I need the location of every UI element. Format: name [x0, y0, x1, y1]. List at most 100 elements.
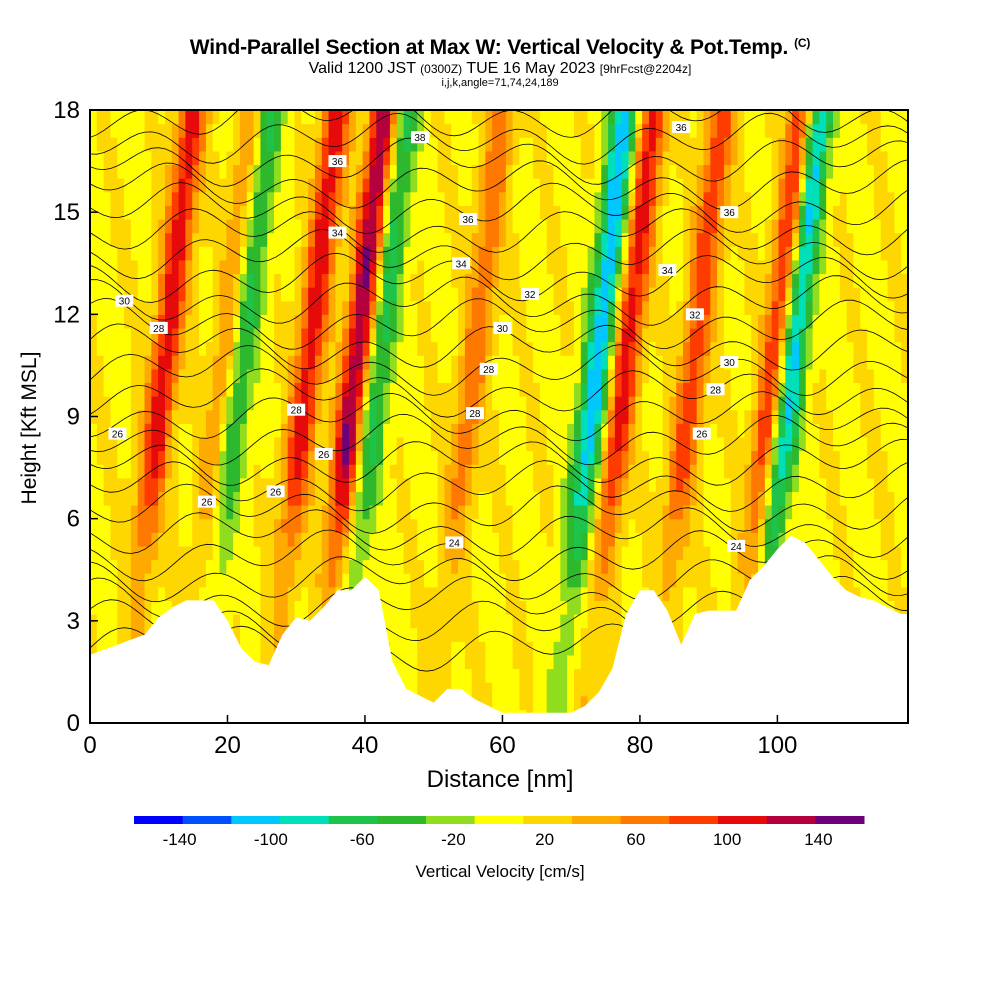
velocity-cell: [703, 110, 711, 125]
velocity-cell: [151, 368, 159, 384]
velocity-cell: [717, 409, 725, 424]
velocity-cell: [614, 341, 623, 356]
velocity-cell: [335, 450, 343, 465]
velocity-cell: [573, 273, 582, 288]
velocity-cell: [199, 273, 207, 288]
velocity-cell: [478, 614, 486, 629]
velocity-cell: [628, 123, 636, 138]
velocity-cell: [792, 191, 800, 206]
velocity-cell: [560, 654, 568, 670]
velocity-cell: [614, 614, 623, 629]
velocity-cell: [512, 614, 521, 629]
velocity-cell: [151, 287, 159, 302]
velocity-cell: [246, 559, 255, 574]
velocity-cell: [124, 150, 132, 166]
velocity-cell: [328, 518, 336, 533]
velocity-cell: [226, 436, 234, 452]
velocity-cell: [751, 164, 759, 179]
velocity-cell: [594, 191, 602, 206]
velocity-cell: [608, 259, 616, 275]
velocity-cell: [233, 545, 241, 561]
velocity-cell: [826, 505, 834, 520]
velocity-cell: [403, 246, 411, 261]
velocity-cell: [689, 450, 698, 465]
velocity-cell: [683, 436, 691, 452]
velocity-cell: [601, 150, 609, 166]
velocity-cell: [526, 600, 534, 615]
velocity-cell: [253, 450, 262, 465]
velocity-cell: [471, 682, 480, 697]
velocity-cell: [492, 164, 500, 179]
velocity-cell: [369, 137, 377, 152]
velocity-cell: [301, 314, 309, 329]
velocity-cell: [383, 273, 391, 288]
velocity-cell: [710, 545, 718, 561]
velocity-cell: [280, 559, 289, 574]
velocity-cell: [130, 232, 139, 247]
velocity-cell: [696, 273, 705, 288]
velocity-cell: [826, 450, 834, 465]
velocity-cell: [478, 436, 486, 452]
velocity-cell: [587, 396, 596, 411]
velocity-cell: [444, 287, 452, 302]
velocity-cell: [601, 668, 609, 683]
velocity-cell: [505, 654, 514, 670]
velocity-cell: [826, 164, 834, 179]
velocity-cell: [274, 586, 282, 601]
velocity-cell: [246, 505, 255, 520]
velocity-cell: [614, 627, 623, 642]
velocity-cell: [839, 341, 848, 356]
velocity-cell: [676, 382, 684, 397]
velocity-cell: [124, 137, 132, 152]
velocity-cell: [648, 382, 657, 397]
velocity-cell: [655, 382, 664, 397]
velocity-cell: [567, 668, 575, 683]
velocity-cell: [369, 382, 377, 397]
velocity-cell: [689, 191, 698, 206]
velocity-cell: [410, 164, 418, 179]
velocity-cell: [458, 164, 466, 179]
velocity-cell: [417, 641, 425, 656]
velocity-cell: [546, 641, 555, 656]
velocity-cell: [321, 464, 330, 479]
velocity-cell: [430, 654, 439, 670]
velocity-cell: [696, 505, 705, 520]
velocity-cell: [430, 641, 439, 656]
velocity-cell: [158, 355, 166, 370]
velocity-cell: [812, 191, 820, 206]
velocity-cell: [580, 137, 589, 152]
velocity-cell: [253, 559, 262, 574]
velocity-cell: [526, 532, 534, 547]
velocity-cell: [492, 518, 500, 533]
velocity-cell: [90, 327, 98, 343]
velocity-cell: [471, 110, 480, 125]
velocity-cell: [444, 518, 452, 533]
velocity-cell: [539, 654, 548, 670]
velocity-cell: [417, 273, 425, 288]
velocity-cell: [90, 191, 98, 206]
velocity-cell: [267, 491, 275, 506]
velocity-cell: [444, 178, 452, 193]
velocity-cell: [158, 545, 166, 561]
velocity-cell: [267, 368, 275, 384]
velocity-cell: [417, 545, 425, 561]
velocity-cell: [335, 314, 343, 329]
velocity-cell: [233, 205, 241, 220]
velocity-cell: [103, 559, 112, 574]
velocity-cell: [96, 341, 105, 356]
velocity-cell: [355, 545, 364, 561]
velocity-cell: [764, 477, 773, 493]
velocity-cell: [451, 505, 459, 520]
velocity-cell: [601, 423, 609, 438]
velocity-cell: [274, 450, 282, 465]
velocity-cell: [219, 450, 227, 465]
velocity-cell: [839, 436, 848, 452]
velocity-cell: [342, 137, 350, 152]
velocity-cell: [608, 287, 616, 302]
velocity-cell: [458, 218, 466, 234]
velocity-cell: [321, 218, 330, 234]
velocity-cell: [171, 423, 180, 438]
velocity-cell: [471, 191, 480, 206]
velocity-cell: [805, 273, 814, 288]
velocity-cell: [696, 573, 705, 588]
